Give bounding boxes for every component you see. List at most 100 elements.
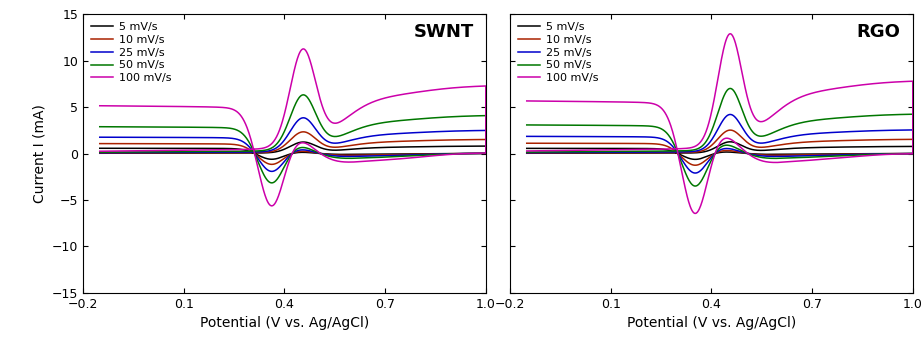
10 mV/s: [570, 141, 581, 145]
50 mV/s: [761, 156, 772, 160]
Line: 100 mV/s: 100 mV/s: [100, 49, 486, 206]
5 mV/s: [536, 151, 547, 155]
5 mV/s: [725, 140, 736, 144]
5 mV/s: [94, 151, 105, 155]
25 mV/s: [521, 151, 532, 155]
10 mV/s: [232, 151, 243, 155]
5 mV/s: [570, 146, 581, 151]
25 mV/s: [471, 151, 482, 156]
5 mV/s: [266, 157, 278, 161]
100 mV/s: [690, 211, 701, 216]
25 mV/s: [298, 116, 309, 120]
5 mV/s: [871, 145, 882, 149]
5 mV/s: [94, 146, 105, 150]
Line: 100 mV/s: 100 mV/s: [526, 34, 913, 213]
25 mV/s: [570, 134, 581, 139]
5 mV/s: [690, 157, 701, 161]
50 mV/s: [298, 93, 309, 97]
10 mV/s: [94, 141, 105, 146]
10 mV/s: [725, 128, 736, 132]
25 mV/s: [725, 112, 736, 117]
10 mV/s: [536, 151, 547, 155]
50 mV/s: [143, 125, 154, 129]
10 mV/s: [143, 142, 154, 146]
100 mV/s: [521, 99, 532, 103]
50 mV/s: [725, 86, 736, 91]
50 mV/s: [521, 150, 532, 154]
10 mV/s: [334, 153, 345, 157]
5 mV/s: [444, 144, 455, 149]
Line: 50 mV/s: 50 mV/s: [526, 89, 913, 186]
100 mV/s: [444, 86, 455, 90]
50 mV/s: [109, 150, 120, 154]
25 mV/s: [871, 129, 882, 133]
Line: 5 mV/s: 5 mV/s: [526, 142, 913, 159]
Legend: 5 mV/s, 10 mV/s, 25 mV/s, 50 mV/s, 100 mV/s: 5 mV/s, 10 mV/s, 25 mV/s, 50 mV/s, 100 m…: [87, 17, 175, 87]
10 mV/s: [521, 141, 532, 145]
10 mV/s: [761, 153, 772, 157]
100 mV/s: [94, 149, 105, 154]
100 mV/s: [471, 151, 482, 155]
10 mV/s: [266, 162, 278, 166]
25 mV/s: [334, 154, 345, 159]
50 mV/s: [232, 149, 243, 154]
5 mV/s: [761, 152, 772, 156]
100 mV/s: [266, 204, 278, 208]
100 mV/s: [298, 47, 309, 51]
100 mV/s: [725, 32, 736, 36]
X-axis label: Potential (V vs. Ag/AgCl): Potential (V vs. Ag/AgCl): [627, 316, 796, 330]
Line: 50 mV/s: 50 mV/s: [100, 95, 486, 183]
25 mV/s: [143, 135, 154, 140]
Line: 25 mV/s: 25 mV/s: [100, 118, 486, 171]
10 mV/s: [94, 151, 105, 155]
5 mV/s: [898, 151, 909, 156]
50 mV/s: [334, 156, 345, 160]
50 mV/s: [444, 115, 455, 119]
100 mV/s: [536, 149, 547, 153]
Line: 25 mV/s: 25 mV/s: [526, 115, 913, 173]
100 mV/s: [109, 149, 120, 153]
5 mV/s: [298, 140, 309, 144]
100 mV/s: [94, 104, 105, 108]
5 mV/s: [521, 151, 532, 155]
50 mV/s: [521, 123, 532, 127]
100 mV/s: [871, 81, 882, 86]
5 mV/s: [232, 151, 243, 155]
25 mV/s: [521, 134, 532, 139]
10 mV/s: [444, 138, 455, 142]
5 mV/s: [659, 151, 670, 155]
5 mV/s: [471, 151, 482, 156]
50 mV/s: [659, 149, 670, 153]
10 mV/s: [109, 151, 120, 155]
25 mV/s: [94, 151, 105, 155]
Text: SWNT: SWNT: [413, 22, 474, 41]
10 mV/s: [690, 163, 701, 167]
100 mV/s: [232, 147, 243, 152]
25 mV/s: [444, 129, 455, 134]
50 mV/s: [471, 151, 482, 156]
50 mV/s: [690, 184, 701, 188]
Y-axis label: Current I (mA): Current I (mA): [32, 104, 46, 203]
X-axis label: Potential (V vs. Ag/AgCl): Potential (V vs. Ag/AgCl): [200, 316, 369, 330]
100 mV/s: [659, 147, 670, 151]
50 mV/s: [898, 152, 909, 156]
100 mV/s: [143, 104, 154, 108]
25 mV/s: [536, 150, 547, 155]
Line: 10 mV/s: 10 mV/s: [526, 130, 913, 165]
50 mV/s: [570, 123, 581, 127]
25 mV/s: [761, 154, 772, 159]
25 mV/s: [232, 150, 243, 154]
5 mV/s: [521, 146, 532, 151]
50 mV/s: [536, 150, 547, 154]
10 mV/s: [871, 138, 882, 142]
25 mV/s: [898, 151, 909, 156]
25 mV/s: [690, 171, 701, 175]
Line: 5 mV/s: 5 mV/s: [100, 142, 486, 159]
25 mV/s: [94, 135, 105, 139]
Legend: 5 mV/s, 10 mV/s, 25 mV/s, 50 mV/s, 100 mV/s: 5 mV/s, 10 mV/s, 25 mV/s, 50 mV/s, 100 m…: [514, 17, 602, 87]
50 mV/s: [94, 125, 105, 129]
5 mV/s: [109, 151, 120, 155]
50 mV/s: [94, 150, 105, 154]
10 mV/s: [471, 151, 482, 156]
10 mV/s: [898, 151, 909, 156]
